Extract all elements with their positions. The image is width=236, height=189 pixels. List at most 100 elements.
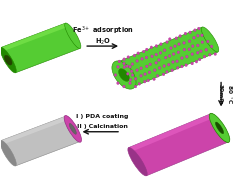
Ellipse shape — [193, 36, 195, 39]
Ellipse shape — [127, 56, 130, 59]
Ellipse shape — [148, 71, 151, 74]
Ellipse shape — [188, 40, 191, 43]
Ellipse shape — [129, 82, 131, 85]
Ellipse shape — [163, 64, 165, 67]
Ellipse shape — [166, 41, 168, 44]
Ellipse shape — [200, 50, 202, 53]
Ellipse shape — [4, 55, 12, 65]
Text: I ) PDA coating: I ) PDA coating — [76, 114, 129, 119]
Ellipse shape — [191, 53, 194, 56]
Ellipse shape — [129, 65, 131, 68]
Ellipse shape — [197, 44, 199, 47]
Text: H$_2$O: H$_2$O — [95, 37, 111, 47]
Ellipse shape — [128, 147, 147, 176]
Ellipse shape — [169, 38, 171, 40]
Ellipse shape — [123, 66, 126, 69]
Ellipse shape — [145, 56, 148, 59]
Ellipse shape — [118, 69, 129, 81]
Polygon shape — [1, 116, 80, 166]
Ellipse shape — [165, 70, 168, 73]
Ellipse shape — [181, 65, 183, 68]
Ellipse shape — [69, 123, 76, 134]
Ellipse shape — [171, 69, 173, 72]
Ellipse shape — [198, 27, 200, 30]
Ellipse shape — [64, 115, 81, 142]
Ellipse shape — [136, 69, 139, 72]
Ellipse shape — [178, 43, 180, 46]
Ellipse shape — [136, 60, 139, 62]
Ellipse shape — [214, 53, 217, 56]
Ellipse shape — [183, 41, 185, 44]
Ellipse shape — [143, 80, 146, 83]
Ellipse shape — [123, 58, 126, 61]
Ellipse shape — [134, 77, 137, 80]
Ellipse shape — [126, 65, 129, 68]
Ellipse shape — [208, 53, 211, 56]
Ellipse shape — [163, 49, 166, 52]
Ellipse shape — [149, 63, 152, 66]
Polygon shape — [116, 27, 218, 88]
Ellipse shape — [141, 57, 143, 60]
Ellipse shape — [206, 40, 209, 43]
Ellipse shape — [114, 74, 117, 77]
Ellipse shape — [183, 48, 186, 51]
Ellipse shape — [153, 69, 156, 72]
Ellipse shape — [144, 73, 146, 76]
Polygon shape — [1, 116, 68, 144]
Ellipse shape — [168, 54, 171, 57]
Ellipse shape — [197, 34, 199, 37]
Ellipse shape — [189, 31, 191, 34]
Ellipse shape — [198, 58, 201, 61]
Ellipse shape — [209, 113, 230, 143]
Ellipse shape — [205, 48, 208, 51]
Ellipse shape — [155, 61, 157, 64]
Ellipse shape — [145, 48, 148, 51]
Ellipse shape — [188, 48, 190, 51]
Ellipse shape — [134, 85, 137, 88]
Ellipse shape — [123, 62, 125, 65]
Ellipse shape — [117, 65, 119, 68]
Ellipse shape — [176, 66, 179, 69]
Polygon shape — [129, 114, 228, 176]
Ellipse shape — [0, 141, 16, 166]
Ellipse shape — [191, 62, 194, 65]
Ellipse shape — [133, 54, 136, 57]
Ellipse shape — [160, 43, 162, 46]
Ellipse shape — [129, 78, 132, 81]
Ellipse shape — [172, 53, 175, 56]
Ellipse shape — [150, 46, 153, 49]
Ellipse shape — [158, 67, 161, 69]
Ellipse shape — [176, 60, 178, 63]
Ellipse shape — [172, 60, 174, 64]
Ellipse shape — [210, 45, 213, 48]
Ellipse shape — [201, 41, 204, 44]
Text: II ) Calcination: II ) Calcination — [77, 124, 128, 129]
Ellipse shape — [147, 79, 149, 82]
Ellipse shape — [162, 73, 165, 76]
Polygon shape — [1, 23, 80, 73]
Ellipse shape — [138, 82, 141, 85]
Ellipse shape — [140, 67, 143, 70]
Ellipse shape — [203, 55, 206, 58]
Ellipse shape — [158, 59, 160, 61]
Ellipse shape — [137, 52, 139, 55]
Ellipse shape — [215, 122, 224, 134]
Ellipse shape — [175, 37, 178, 40]
Ellipse shape — [196, 51, 199, 54]
Text: Fe$^{3+}$ adsorption: Fe$^{3+}$ adsorption — [72, 25, 134, 37]
Ellipse shape — [126, 72, 129, 75]
Ellipse shape — [117, 82, 119, 85]
Ellipse shape — [130, 70, 133, 73]
Ellipse shape — [131, 74, 134, 77]
Ellipse shape — [174, 45, 176, 48]
Ellipse shape — [118, 60, 121, 63]
Ellipse shape — [210, 114, 229, 142]
Ellipse shape — [65, 116, 81, 142]
Ellipse shape — [185, 64, 187, 67]
Ellipse shape — [151, 55, 153, 58]
Ellipse shape — [155, 53, 158, 56]
Ellipse shape — [164, 56, 167, 59]
Ellipse shape — [185, 55, 188, 58]
Ellipse shape — [159, 51, 162, 54]
Text: 80 $^\circ$C
30min: 80 $^\circ$C 30min — [218, 84, 233, 105]
